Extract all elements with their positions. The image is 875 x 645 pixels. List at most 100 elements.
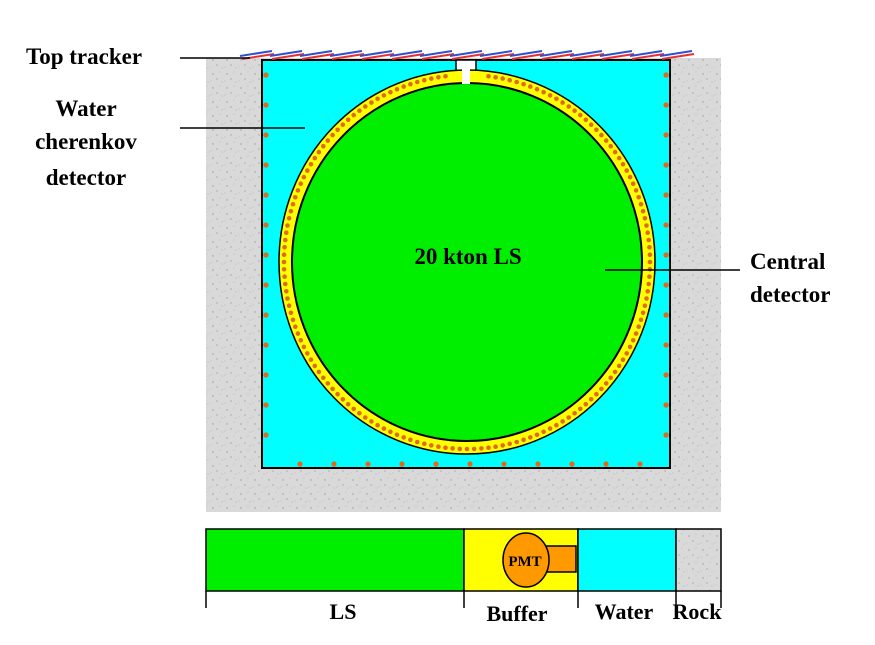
cd-pmt-dot <box>325 381 331 386</box>
cd-pmt-dot <box>381 93 387 98</box>
wp-pmt-dot <box>263 72 269 78</box>
wp-pmt-dot <box>603 461 609 467</box>
tracker-strip <box>361 53 395 60</box>
cd-pmt-dot <box>363 415 368 420</box>
cd-pmt-dot <box>429 76 434 81</box>
cd-pmt-dot <box>375 422 380 428</box>
cd-pmt-dot <box>633 331 639 336</box>
legend-ls-label: LS <box>330 599 357 624</box>
pmt-bulb <box>502 532 550 588</box>
wp-pmt-dot <box>263 162 269 168</box>
tracker-strip <box>659 50 693 57</box>
cd-pmt-dot <box>388 429 393 435</box>
tracker-strip <box>539 50 573 57</box>
wp-pmt-dot <box>663 372 669 378</box>
cd-pmt-dot <box>305 351 310 356</box>
tracker-strip <box>631 53 665 60</box>
cd-pmt-dot <box>541 429 546 435</box>
cd-pmt-dot <box>284 289 289 294</box>
cd-pmt-dot <box>620 162 626 167</box>
wp-pmt-dot <box>263 192 269 198</box>
cd-pmt-dot <box>335 127 340 133</box>
cd-pmt-dot <box>528 435 533 440</box>
wp-pmt-dot <box>663 342 669 348</box>
legend-water-label: Water <box>595 599 654 624</box>
wp-pmt-dot <box>663 252 669 258</box>
cd-pmt-dot <box>351 406 357 412</box>
wp-pmt-dot <box>399 461 405 467</box>
cd-pmt-dot <box>285 223 290 228</box>
cd-pmt-dot <box>612 369 618 375</box>
cd-pmt-dot <box>507 441 512 447</box>
cd-pmt-dot <box>547 93 553 98</box>
cd-pmt-dot <box>603 138 609 143</box>
cd-pmt-dot <box>528 84 533 89</box>
cd-pmt-dot <box>281 252 287 257</box>
cd-pmt-dot <box>357 108 362 113</box>
cd-pmt-dot <box>312 363 318 369</box>
cd-pmt-dot <box>295 331 301 336</box>
cd-pmt-dot <box>293 324 298 330</box>
water-pool-pmts <box>263 72 669 467</box>
cd-pmt-dot <box>640 208 646 214</box>
wp-pmt-dot <box>569 461 575 467</box>
cd-pmt-dot <box>500 443 506 448</box>
cd-pmt-dot <box>298 181 304 186</box>
tracker-strip <box>449 50 483 57</box>
cd-pmt-dot <box>321 375 326 381</box>
cd-pmt-dot <box>642 303 648 309</box>
legend-water-band <box>577 528 677 592</box>
tracker-strip <box>601 53 635 60</box>
cd-pmt-dot <box>514 79 519 85</box>
wp-pmt-dot <box>663 282 669 288</box>
legend-rock-label: Rock <box>673 599 723 624</box>
tracker-strip <box>301 53 335 60</box>
wp-pmt-dot <box>637 461 643 467</box>
cd-pmt-dot <box>312 155 318 161</box>
cd-pmt-dot <box>415 439 420 445</box>
cd-pmt-dot <box>283 237 288 243</box>
cd-pmt-dot <box>282 274 287 280</box>
central-detector-label-line1: Central <box>750 249 825 274</box>
cd-pmt-dot <box>608 143 613 149</box>
tracker-strip <box>569 50 603 57</box>
tracker-strip <box>481 53 515 60</box>
cd-pmt-dot <box>308 357 314 363</box>
cd-pmt-dot <box>436 444 441 450</box>
wp-pmt-dot <box>263 282 269 288</box>
cd-pmt-dot <box>630 338 636 343</box>
cd-pmt-dot <box>357 411 362 416</box>
cd-pmt-dot <box>316 369 322 375</box>
legend-ls-band <box>205 528 465 592</box>
wp-pmt-dot <box>263 252 269 258</box>
cd-pmt-dot <box>429 443 434 448</box>
cd-pmt-dot <box>616 363 622 369</box>
cd-pmt-dot <box>642 216 648 221</box>
cd-pmt-dot <box>578 406 583 412</box>
cd-pmt-dot <box>335 391 340 397</box>
cd-pmt-dot <box>630 181 636 186</box>
cd-pmt-dot <box>325 138 331 143</box>
cd-pmt-dot <box>464 446 470 452</box>
cd-pmt-dot <box>636 195 641 200</box>
cd-pmt-dot <box>594 127 599 133</box>
cd-pmt-dot <box>293 195 298 200</box>
cd-pmt-dot <box>281 259 287 265</box>
wp-pmt-dot <box>663 102 669 108</box>
cd-pmt-dot <box>627 174 633 180</box>
water-cherenkov-label-line3: detector <box>46 165 126 190</box>
cd-pmt-dot <box>583 117 589 123</box>
cd-pmt-dot <box>408 81 413 87</box>
legend-rock-band <box>675 528 722 592</box>
cd-pmt-dot <box>388 89 393 95</box>
cd-pmt-dot <box>471 446 477 452</box>
central-detector-pmts <box>281 74 653 452</box>
cd-pmt-dot <box>588 397 594 402</box>
tracker-strip <box>271 53 305 60</box>
wp-pmt-dot <box>663 162 669 168</box>
tracker-strip <box>359 50 393 57</box>
wp-pmt-dot <box>663 192 669 198</box>
cd-pmt-dot <box>636 324 641 330</box>
cd-pmt-dot <box>479 446 484 451</box>
cd-pmt-dot <box>541 89 546 95</box>
